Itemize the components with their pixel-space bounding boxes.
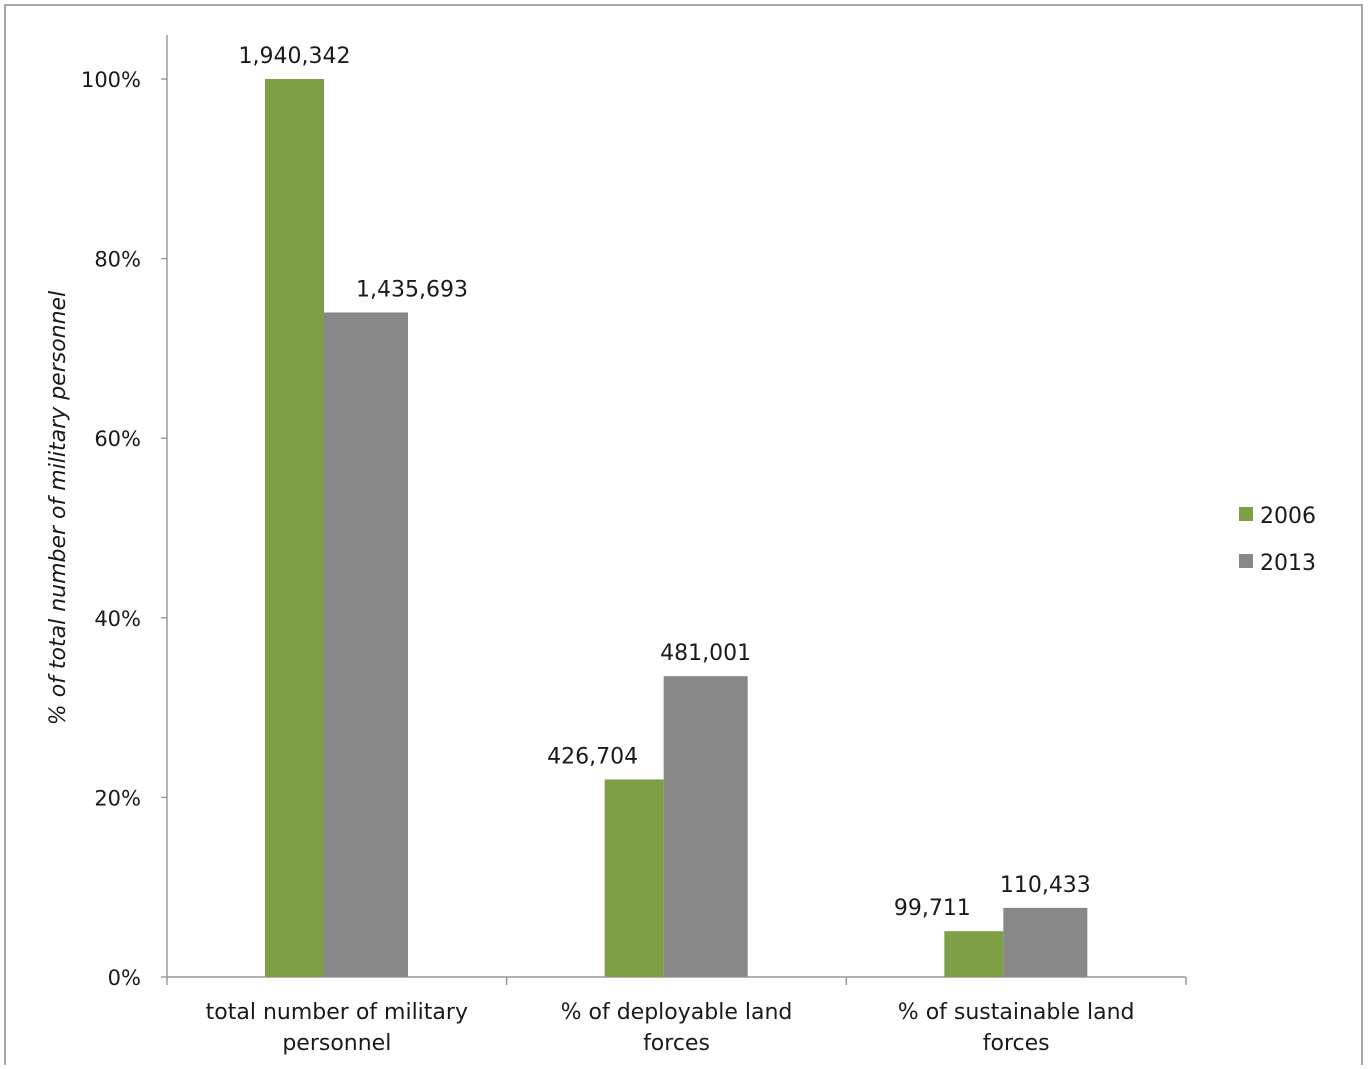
plot-area: 0% 20% 40% 60% 80% 100% 1,940,342 1,435,693 tota… [81, 35, 1187, 1056]
bar-2013-2 [663, 676, 748, 977]
legend-swatch-2006 [1239, 507, 1253, 521]
data-label-2006-1: 1,940,342 [239, 44, 351, 69]
legend: 2006 2013 [1239, 504, 1316, 576]
y-axis-label: % of total number of military personnel [46, 291, 71, 725]
legend-label-2006: 2006 [1260, 504, 1316, 529]
y-tick-label: 40% [94, 607, 141, 631]
data-label-2013-2: 481,001 [660, 641, 751, 666]
x-category-label: % of sustainable land [898, 1000, 1135, 1025]
bar-2013-3 [1003, 907, 1088, 977]
x-category-label: % of deployable land [561, 1000, 793, 1025]
data-label-2006-3: 99,711 [894, 896, 971, 921]
x-category-label: forces [983, 1031, 1050, 1056]
y-tick-label: 20% [94, 786, 141, 810]
x-category-label: personnel [282, 1031, 391, 1056]
y-tick-label: 60% [94, 427, 141, 451]
x-category-label: total number of military [206, 1000, 468, 1025]
legend-swatch-2013 [1239, 554, 1253, 568]
data-label-2013-3: 110,433 [1000, 873, 1091, 898]
y-tick-label: 100% [81, 68, 141, 92]
legend-label-2013: 2013 [1260, 551, 1316, 576]
bar-2006-1 [265, 79, 324, 977]
x-category-label: forces [643, 1031, 710, 1056]
bar-2013-1 [324, 312, 408, 978]
bar-2006-3 [944, 931, 1004, 977]
data-label-2013-1: 1,435,693 [356, 277, 468, 302]
y-tick-label: 0% [108, 966, 141, 990]
bar-2006-2 [604, 779, 664, 977]
data-label-2006-2: 426,704 [547, 744, 638, 769]
y-tick-label: 80% [94, 248, 141, 272]
